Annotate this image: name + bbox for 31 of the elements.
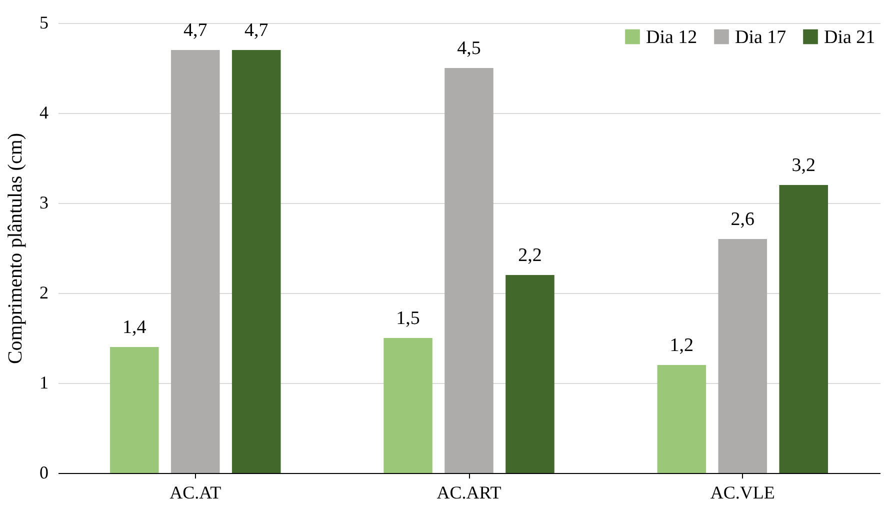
data-label: 4,7 bbox=[183, 20, 208, 41]
legend-label: Dia 17 bbox=[735, 26, 786, 48]
data-label: 4,5 bbox=[457, 38, 481, 59]
bar bbox=[506, 275, 554, 473]
data-label: 4,7 bbox=[244, 20, 268, 41]
data-label: 1,4 bbox=[122, 317, 147, 338]
data-label: 1,5 bbox=[396, 308, 420, 329]
bar bbox=[718, 239, 768, 473]
x-tick-label: AC.AT bbox=[170, 482, 222, 502]
bar bbox=[657, 365, 706, 473]
y-tick-label: 2 bbox=[40, 282, 48, 302]
legend-label: Dia 12 bbox=[646, 26, 698, 48]
bar bbox=[384, 338, 432, 473]
y-tick-label: 3 bbox=[40, 192, 48, 212]
x-tick-label: AC.VLE bbox=[710, 482, 775, 502]
x-tick-label: AC.ART bbox=[436, 482, 502, 502]
bar bbox=[779, 185, 828, 473]
y-tick-label: 1 bbox=[40, 372, 48, 392]
data-label: 2,6 bbox=[730, 209, 755, 230]
bar bbox=[110, 347, 159, 473]
y-tick-label: 0 bbox=[40, 462, 48, 482]
data-label: 3,2 bbox=[792, 155, 816, 176]
y-tick-label: 5 bbox=[40, 12, 48, 32]
bar bbox=[170, 50, 220, 473]
data-label: 2,2 bbox=[518, 245, 542, 266]
legend-label: Dia 21 bbox=[824, 26, 876, 48]
y-axis-title: Comprimento plântulas (cm) bbox=[4, 132, 26, 364]
y-tick-label: 4 bbox=[40, 102, 48, 122]
bar bbox=[232, 50, 281, 473]
bar bbox=[444, 68, 494, 473]
data-label: 1,2 bbox=[670, 335, 694, 356]
